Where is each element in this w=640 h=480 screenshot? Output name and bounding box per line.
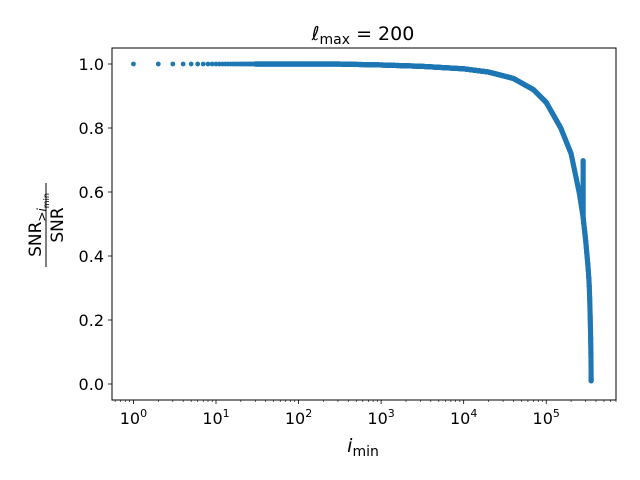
y-tick-label: 0.6 <box>79 183 104 202</box>
y-tick-label: 0.8 <box>79 119 104 138</box>
data-point <box>131 61 136 67</box>
x-tick-label: 105 <box>533 407 560 428</box>
y-axis-label: SNR>imin SNR <box>26 183 68 267</box>
x-tick-label: 102 <box>285 407 312 428</box>
y-axis-label-denominator: SNR <box>48 207 68 243</box>
data-point <box>200 61 206 67</box>
data-point <box>580 158 586 164</box>
chart-title: ℓmax = 200 <box>311 23 415 48</box>
data-point <box>213 61 219 67</box>
data-point <box>180 61 186 67</box>
data-point <box>155 61 161 67</box>
y-tick-label: 0.4 <box>79 247 104 266</box>
data-point <box>209 61 215 67</box>
y-axis-ticks: 0.0 0.2 0.4 0.6 0.8 1.0 <box>79 55 112 394</box>
x-axis-ticks: 100 101 102 103 104 105 <box>114 400 617 428</box>
y-tick-label: 0.0 <box>79 375 104 394</box>
x-tick-label: 100 <box>120 407 147 428</box>
x-tick-label: 103 <box>367 407 394 428</box>
data-point <box>188 61 194 67</box>
plot-frame <box>111 47 617 401</box>
y-tick-label: 1.0 <box>79 55 104 74</box>
x-axis-label: imin <box>347 435 379 460</box>
data-point <box>205 61 211 67</box>
data-points <box>131 61 594 384</box>
y-tick-label: 0.2 <box>79 311 104 330</box>
data-point <box>170 61 176 67</box>
data-point <box>195 61 201 67</box>
x-tick-label: 104 <box>450 407 477 428</box>
x-tick-label: 101 <box>202 407 229 428</box>
